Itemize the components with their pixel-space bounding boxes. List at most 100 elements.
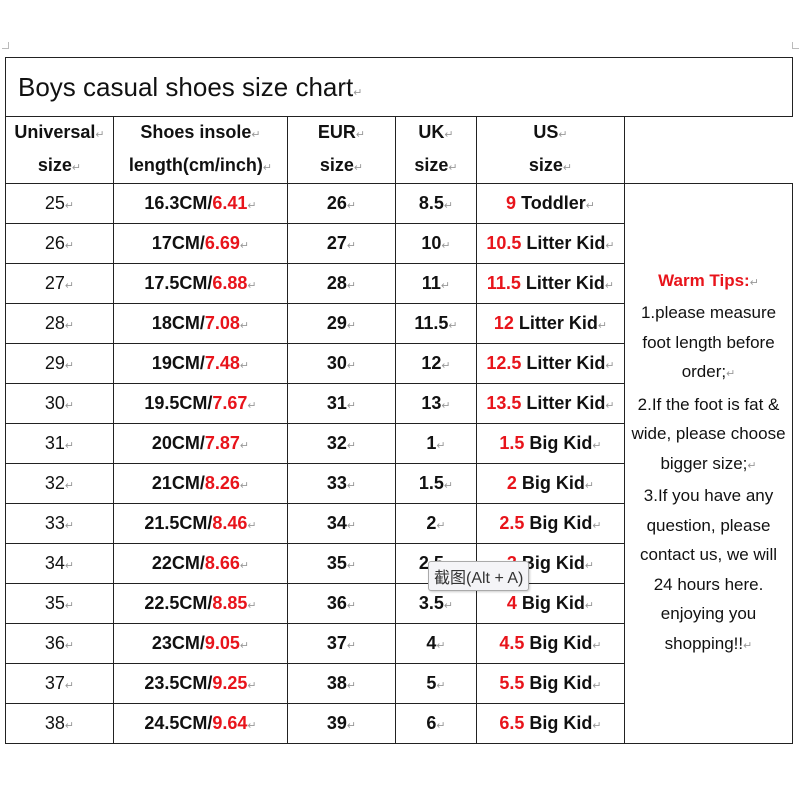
cell-uk: 11 [395, 263, 477, 304]
us-label: Big Kid [524, 513, 593, 533]
us-label: Litter Kid [513, 313, 598, 333]
inch-value: 8.46 [212, 513, 248, 533]
table-row: 3522.5CM/8.85363.54 Big Kid [5, 583, 793, 624]
cell-insole: 21CM/8.26 [113, 463, 288, 504]
cm-value: 18CM/ [151, 313, 205, 333]
cell-uk: 12 [395, 343, 477, 384]
cell-insole: 16.3CM/6.41 [113, 183, 288, 224]
cm-value: 20CM/ [151, 433, 205, 453]
cell-us: 10.5 Litter Kid [476, 223, 625, 264]
cell-insole: 23CM/9.05 [113, 623, 288, 664]
us-label: Litter Kid [520, 273, 605, 293]
table-row: 3019.5CM/7.67311313.5 Litter Kid [5, 383, 793, 424]
us-label: Litter Kid [521, 353, 606, 373]
us-number: 13.5 [486, 393, 522, 413]
cell-universal: 25 [5, 183, 114, 224]
inch-value: 9.25 [212, 673, 248, 693]
cell-universal: 26 [5, 223, 114, 264]
us-number: 4.5 [499, 633, 525, 653]
us-label: Big Kid [524, 673, 593, 693]
cm-value: 22.5CM/ [144, 593, 213, 613]
header-universal-size: Universalsize [5, 116, 114, 184]
cell-eur: 28 [287, 263, 396, 304]
us-label: Big Kid [524, 713, 593, 733]
us-label: Litter Kid [521, 393, 606, 413]
cell-insole: 17.5CM/6.88 [113, 263, 288, 304]
cell-uk: 1.5 [395, 463, 477, 504]
us-number: 9 [506, 193, 517, 213]
cell-uk: 1 [395, 423, 477, 464]
table-row: 3824.5CM/9.643966.5 Big Kid [5, 703, 793, 744]
cell-eur: 27 [287, 223, 396, 264]
cell-us: 12 Litter Kid [476, 303, 625, 344]
inch-value: 8.26 [204, 473, 240, 493]
us-label: Toddler [516, 193, 586, 213]
header-line: Universal [7, 118, 113, 151]
corner-mark [792, 42, 799, 49]
inch-value: 6.69 [204, 233, 240, 253]
header-uk-size: UKsize [395, 116, 477, 184]
cell-eur: 29 [287, 303, 396, 344]
cm-value: 24.5CM/ [144, 713, 213, 733]
cell-uk: 11.5 [395, 303, 477, 344]
cm-value: 21CM/ [151, 473, 205, 493]
cm-value: 21.5CM/ [144, 513, 213, 533]
warm-tips: Warm Tips:1.please measure foot length b… [623, 183, 794, 744]
cell-universal: 32 [5, 463, 114, 504]
cell-insole: 17CM/6.69 [113, 223, 288, 264]
table-row: 2818CM/7.082911.512 Litter Kid [5, 303, 793, 344]
cell-us: 4.5 Big Kid [476, 623, 625, 664]
cell-uk: 13 [395, 383, 477, 424]
cell-eur: 33 [287, 463, 396, 504]
cell-insole: 23.5CM/9.25 [113, 663, 288, 704]
cell-us: 2 Big Kid [476, 463, 625, 504]
cell-us: 12.5 Litter Kid [476, 343, 625, 384]
cell-uk: 6 [395, 703, 477, 744]
inch-value: 9.64 [212, 713, 248, 733]
header-line: size [397, 150, 476, 183]
us-number: 12.5 [486, 353, 522, 373]
cell-eur: 39 [287, 703, 396, 744]
cell-insole: 22CM/8.66 [113, 543, 288, 584]
us-label: Big Kid [524, 433, 593, 453]
cell-eur: 34 [287, 503, 396, 544]
inch-value: 6.41 [212, 193, 248, 213]
cell-universal: 29 [5, 343, 114, 384]
cell-eur: 31 [287, 383, 396, 424]
header-us-size: USsize [476, 116, 625, 184]
header-line: US [478, 118, 624, 151]
cell-uk: 4 [395, 623, 477, 664]
us-number: 2.5 [499, 513, 525, 533]
cm-value: 19.5CM/ [144, 393, 213, 413]
chart-title: Boys casual shoes size chart [4, 57, 794, 117]
cell-uk: 10 [395, 223, 477, 264]
cell-insole: 18CM/7.08 [113, 303, 288, 344]
inch-value: 7.08 [204, 313, 240, 333]
header-line: size [478, 150, 624, 183]
cm-value: 22CM/ [151, 553, 205, 573]
cell-insole: 19.5CM/7.67 [113, 383, 288, 424]
cell-universal: 33 [5, 503, 114, 544]
cell-universal: 36 [5, 623, 114, 664]
cell-eur: 38 [287, 663, 396, 704]
us-number: 1.5 [499, 433, 525, 453]
us-label: Big Kid [524, 633, 593, 653]
cm-value: 16.3CM/ [144, 193, 213, 213]
us-number: 2 [506, 473, 517, 493]
table-row: 3623CM/9.053744.5 Big Kid [5, 623, 793, 664]
header-line: size [289, 150, 395, 183]
cell-universal: 35 [5, 583, 114, 624]
us-number: 12 [493, 313, 514, 333]
cell-uk: 2 [395, 503, 477, 544]
us-number: 5.5 [499, 673, 525, 693]
header-line: Shoes insole [115, 118, 287, 151]
cell-eur: 37 [287, 623, 396, 664]
table-row: 2516.3CM/6.41268.59 ToddlerWarm Tips:1.p… [5, 183, 794, 744]
us-number: 6.5 [499, 713, 525, 733]
cell-us: 1.5 Big Kid [476, 423, 625, 464]
header-line: UK [397, 118, 476, 151]
cell-insole: 20CM/7.87 [113, 423, 288, 464]
cell-insole: 21.5CM/8.46 [113, 503, 288, 544]
cell-universal: 37 [5, 663, 114, 704]
cell-eur: 35 [287, 543, 396, 584]
